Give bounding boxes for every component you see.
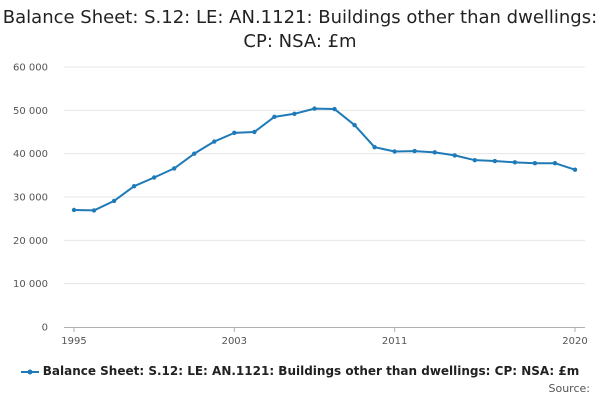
data-point	[472, 157, 477, 163]
series-line	[73, 107, 576, 212]
y-axis-ticks: 0 10 000 20 000 30 000 40 000 50 000 60 000	[13, 63, 48, 334]
y-tick-label: 60 000	[13, 63, 48, 74]
legend[interactable]: Balance Sheet: S.12: LE: AN.1121: Buildi…	[0, 364, 600, 378]
data-point	[172, 166, 177, 171]
data-point	[532, 161, 538, 166]
chart-title: Balance Sheet: S.12: LE: AN.1121: Buildi…	[2, 7, 598, 52]
x-tick-label: 2003	[222, 336, 247, 347]
y-tick-label: 0	[42, 323, 48, 334]
data-point	[572, 167, 578, 172]
y-tick-label: 40 000	[13, 149, 48, 160]
y-tick-label: 50 000	[13, 106, 48, 117]
data-point	[492, 158, 498, 164]
grid-lines	[64, 66, 585, 285]
data-point	[452, 153, 457, 158]
x-axis: 1995 2003 2011 2020	[61, 327, 588, 347]
data-point	[212, 139, 217, 144]
x-tick-label: 1995	[61, 336, 86, 347]
data-point	[392, 149, 397, 154]
legend-line-marker	[20, 369, 39, 374]
data-point	[131, 183, 137, 189]
data-point	[552, 161, 558, 166]
data-point	[412, 148, 417, 154]
data-point	[332, 106, 337, 112]
data-point	[512, 160, 518, 165]
data-point	[312, 106, 317, 111]
data-point	[91, 208, 97, 213]
data-point	[252, 129, 257, 135]
data-point	[352, 122, 357, 128]
data-point	[372, 144, 377, 150]
data-point	[71, 207, 77, 213]
data-point	[232, 130, 237, 136]
legend-label: Balance Sheet: S.12: LE: AN.1121: Buildi…	[42, 364, 580, 378]
data-point	[111, 198, 117, 204]
data-point	[432, 150, 437, 155]
x-tick-label: 2011	[382, 336, 407, 347]
data-point	[192, 151, 197, 156]
y-tick-label: 20 000	[13, 236, 48, 247]
y-tick-label: 30 000	[13, 193, 48, 204]
y-tick-label: 10 000	[13, 279, 48, 290]
source-label: Source:	[548, 382, 591, 395]
data-point	[151, 175, 157, 180]
series-group	[71, 106, 578, 213]
data-point	[292, 111, 297, 117]
x-tick-label: 2020	[562, 336, 587, 347]
data-point	[272, 114, 277, 120]
